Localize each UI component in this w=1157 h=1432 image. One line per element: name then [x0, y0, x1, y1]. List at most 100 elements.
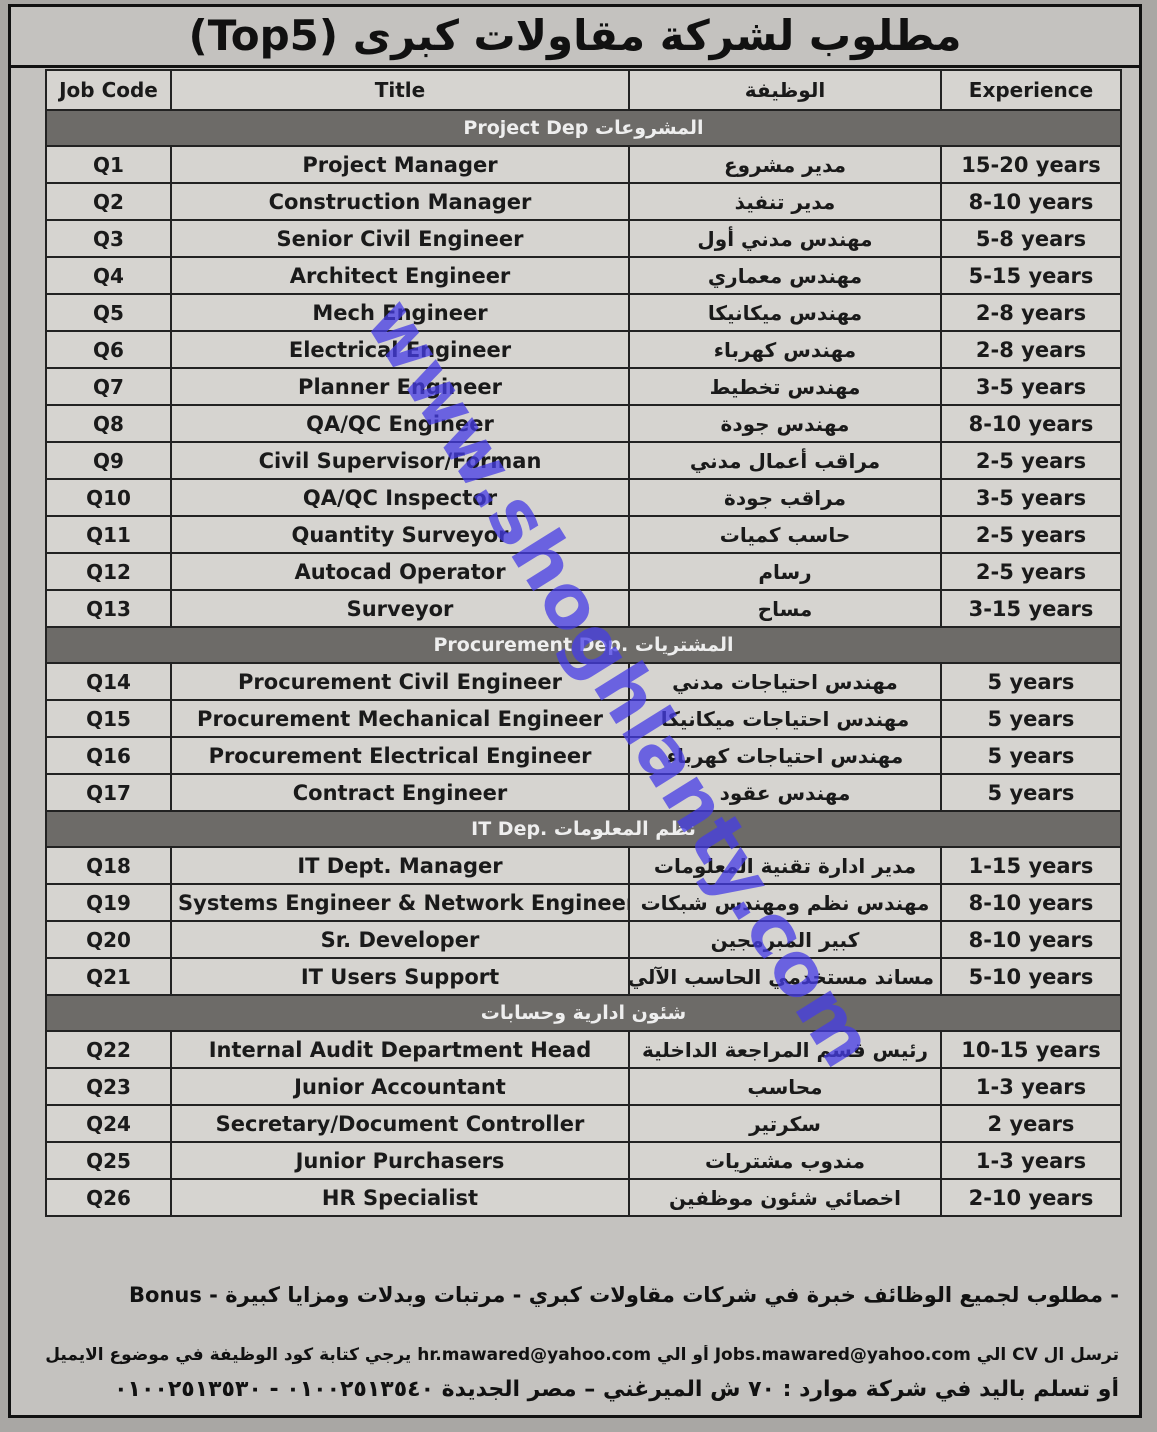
experience: 1-3 years: [940, 1067, 1122, 1106]
job-title-ar: مهندس كهرباء: [628, 330, 942, 369]
job-title: Secretary/Document Controller: [170, 1104, 630, 1143]
experience: 2-5 years: [940, 552, 1122, 591]
job-title-ar: سكرتير: [628, 1104, 942, 1143]
job-code: Q9: [45, 441, 172, 480]
experience: 3-5 years: [940, 478, 1122, 517]
job-title: Procurement Civil Engineer: [170, 662, 630, 701]
job-row: Q19 Systems Engineer & Network Engineer مه…: [45, 883, 1122, 922]
job-title-ar: مدير ادارة تقنية المعلومات: [628, 846, 942, 885]
job-row: Q8 QA/QC Engineer مهندس جودة 8-10 years: [45, 404, 1122, 443]
job-title: Civil Supervisor/Forman: [170, 441, 630, 480]
job-code: Q15: [45, 699, 172, 738]
job-title-ar: مراقب جودة: [628, 478, 942, 517]
job-row: Q7 Planner Engineer مهندس تخطيط 3-5 years: [45, 367, 1122, 406]
job-title: QA/QC Inspector: [170, 478, 630, 517]
job-row: Q13 Surveyor مساح 3-15 years: [45, 589, 1122, 628]
section-row: IT Dep. نظم المعلومات: [45, 810, 1122, 848]
job-row: Q17 Contract Engineer مهندس عقود 5 years: [45, 773, 1122, 812]
job-title-ar: مهندس نظم ومهندس شبكات: [628, 883, 942, 922]
section-title: شئون ادارية وحسابات: [45, 994, 1122, 1032]
job-row: Q25 Junior Purchasers مندوب مشتريات 1-3 yea…: [45, 1141, 1122, 1180]
job-title-ar: رئيس قسم المراجعة الداخلية: [628, 1030, 942, 1069]
job-title: Mech Engineer: [170, 293, 630, 332]
job-row: Q9 Civil Supervisor/Forman مراقب أعمال مدن…: [45, 441, 1122, 480]
job-code: Q21: [45, 957, 172, 996]
section-row: Procurement Dep. المشتريات: [45, 626, 1122, 664]
job-title: Junior Accountant: [170, 1067, 630, 1106]
job-row: Q18 IT Dept. Manager مدير ادارة تقنية المع…: [45, 846, 1122, 885]
job-title-ar: مهندس ميكانيكا: [628, 293, 942, 332]
experience: 2 years: [940, 1104, 1122, 1143]
jobs-table: Job Code Title الوظيفة Experience Project De…: [45, 69, 1122, 1217]
job-title: Quantity Surveyor: [170, 515, 630, 554]
job-code: Q1: [45, 145, 172, 184]
job-row: Q10 QA/QC Inspector مراقب جودة 3-5 years: [45, 478, 1122, 517]
job-code: Q18: [45, 846, 172, 885]
section-row: Project Dep المشروعات: [45, 109, 1122, 147]
job-row: Q3 Senior Civil Engineer مهندس مدني أول 5-8…: [45, 219, 1122, 258]
job-title-ar: مساح: [628, 589, 942, 628]
job-row: Q23 Junior Accountant محاسب 1-3 years: [45, 1067, 1122, 1106]
column-header: الوظيفة: [628, 69, 942, 111]
email-line: ترسل ال CV الي Jobs.mawared@yahoo.com أو…: [45, 1345, 1119, 1365]
ad-title: مطلوب لشركة مقاولات كبرى (Top5): [11, 7, 1139, 68]
job-title-ar: مساند مستخدمي الحاسب الآلي: [628, 957, 942, 996]
job-title-ar: مهندس احتياجات ميكانيكا: [628, 699, 942, 738]
job-code: Q11: [45, 515, 172, 554]
experience: 5-8 years: [940, 219, 1122, 258]
job-code: Q24: [45, 1104, 172, 1143]
job-title-ar: محاسب: [628, 1067, 942, 1106]
experience: 5 years: [940, 773, 1122, 812]
job-title: Project Manager: [170, 145, 630, 184]
job-title-ar: مهندس عقود: [628, 773, 942, 812]
job-title: Procurement Electrical Engineer: [170, 736, 630, 775]
experience: 2-8 years: [940, 330, 1122, 369]
experience: 8-10 years: [940, 883, 1122, 922]
experience: 3-5 years: [940, 367, 1122, 406]
job-title-ar: كبير المبرمجين: [628, 920, 942, 959]
job-title: Procurement Mechanical Engineer: [170, 699, 630, 738]
job-code: Q26: [45, 1178, 172, 1217]
experience: 10-15 years: [940, 1030, 1122, 1069]
job-title: QA/QC Engineer: [170, 404, 630, 443]
requirements: - مطلوب لجميع الوظائف خبرة في شركات مقاو…: [129, 1283, 1119, 1307]
job-row: Q2 Construction Manager مدير تنفيذ 8-10 yea…: [45, 182, 1122, 221]
job-row: Q14 Procurement Civil Engineer مهندس احتيا…: [45, 662, 1122, 701]
job-title: Planner Engineer: [170, 367, 630, 406]
column-header: Experience: [940, 69, 1122, 111]
experience: 1-3 years: [940, 1141, 1122, 1180]
section-row: شئون ادارية وحسابات: [45, 994, 1122, 1032]
job-code: Q12: [45, 552, 172, 591]
job-title-ar: مهندس مدني أول: [628, 219, 942, 258]
job-code: Q25: [45, 1141, 172, 1180]
address-line: أو تسلم باليد في شركة موارد : ٧٠ ش المير…: [114, 1377, 1119, 1402]
job-title: IT Users Support: [170, 957, 630, 996]
experience: 2-10 years: [940, 1178, 1122, 1217]
job-code: Q16: [45, 736, 172, 775]
job-row: Q4 Architect Engineer مهندس معماري 5-15 yea…: [45, 256, 1122, 295]
column-header: Title: [170, 69, 630, 111]
job-code: Q7: [45, 367, 172, 406]
experience: 8-10 years: [940, 404, 1122, 443]
job-row: Q6 Electrical Engineer مهندس كهرباء 2-8 yea…: [45, 330, 1122, 369]
job-title: Construction Manager: [170, 182, 630, 221]
job-title: Systems Engineer & Network Engineer: [170, 883, 630, 922]
job-title: Electrical Engineer: [170, 330, 630, 369]
job-row: Q26 HR Specialist اخصائي شئون موظفين 2-10 y…: [45, 1178, 1122, 1217]
ad-frame: مطلوب لشركة مقاولات كبرى (Top5) Job Code…: [8, 4, 1142, 1418]
job-code: Q6: [45, 330, 172, 369]
job-title-ar: اخصائي شئون موظفين: [628, 1178, 942, 1217]
experience: 5 years: [940, 736, 1122, 775]
job-title-ar: مدير تنفيذ: [628, 182, 942, 221]
experience: 2-5 years: [940, 515, 1122, 554]
experience: 1-15 years: [940, 846, 1122, 885]
job-title: Surveyor: [170, 589, 630, 628]
experience: 5-10 years: [940, 957, 1122, 996]
job-code: Q17: [45, 773, 172, 812]
job-title: Junior Purchasers: [170, 1141, 630, 1180]
experience: 2-8 years: [940, 293, 1122, 332]
job-code: Q3: [45, 219, 172, 258]
job-title-ar: مراقب أعمال مدني: [628, 441, 942, 480]
job-code: Q13: [45, 589, 172, 628]
